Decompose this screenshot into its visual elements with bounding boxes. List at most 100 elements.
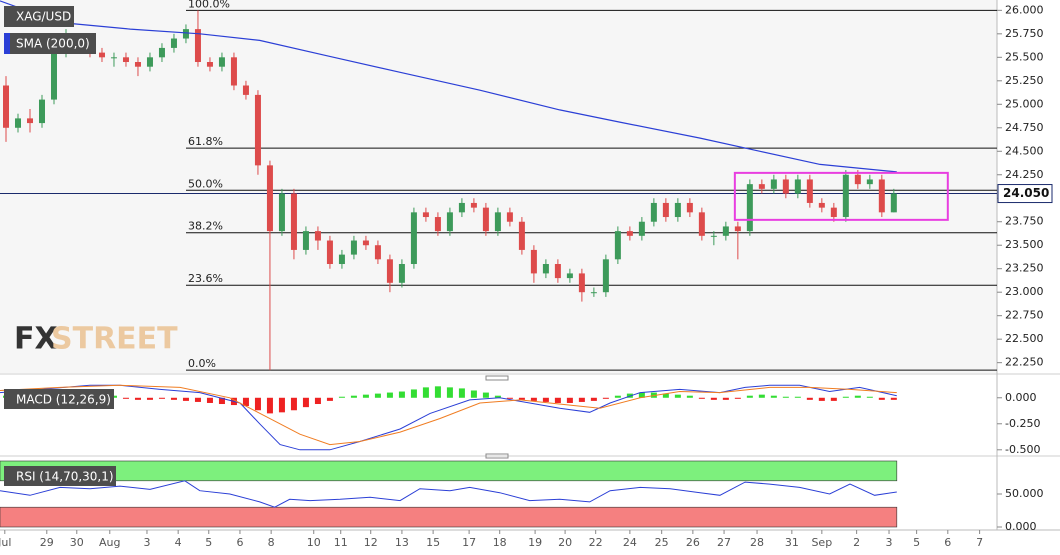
x-tick-label: 6 bbox=[944, 536, 951, 549]
x-tick-label: 29 bbox=[40, 536, 54, 549]
y-tick-label: 25.000 bbox=[1005, 97, 1044, 110]
candle-body bbox=[566, 273, 573, 279]
candle-body bbox=[158, 47, 165, 58]
candle-body bbox=[470, 202, 477, 208]
x-tick-label: 8 bbox=[268, 536, 275, 549]
candle-body bbox=[98, 52, 105, 58]
x-tick-label: 22 bbox=[589, 536, 603, 549]
x-tick-label: 18 bbox=[493, 536, 507, 549]
candle-body bbox=[302, 231, 309, 250]
x-tick-label: 20 bbox=[558, 536, 572, 549]
candle-body bbox=[686, 202, 693, 213]
candle-body bbox=[134, 62, 141, 67]
macd-histogram-bar bbox=[878, 397, 885, 400]
fib-label: 100.0% bbox=[188, 0, 230, 10]
y-tick-label: 25.250 bbox=[1005, 74, 1044, 87]
macd-histogram-bar bbox=[782, 396, 789, 398]
candle-body bbox=[650, 202, 657, 222]
macd-histogram-bar bbox=[578, 397, 585, 402]
macd-histogram-bar bbox=[554, 397, 561, 403]
macd-histogram-bar bbox=[266, 397, 273, 414]
candle-body bbox=[734, 226, 741, 232]
macd-histogram-bar bbox=[698, 397, 705, 399]
macd-histogram-bar bbox=[434, 386, 441, 398]
macd-histogram-bar bbox=[674, 394, 681, 398]
x-tick-label: 4 bbox=[175, 536, 182, 549]
candle-body bbox=[386, 259, 393, 283]
rsi-tag-bg bbox=[4, 466, 116, 486]
macd-histogram-bar bbox=[254, 397, 261, 411]
candle-body bbox=[146, 57, 153, 67]
candle-body bbox=[446, 212, 453, 232]
x-tick-label: 12 bbox=[364, 536, 378, 549]
sma-swatch bbox=[4, 33, 10, 54]
x-tick-label: 3 bbox=[886, 536, 893, 549]
candle-body bbox=[482, 207, 489, 232]
macd-histogram-bar bbox=[758, 394, 765, 398]
macd-histogram-bar bbox=[770, 395, 777, 398]
candle-body bbox=[218, 57, 225, 67]
macd-histogram-bar bbox=[146, 397, 153, 400]
macd-histogram-bar bbox=[278, 397, 285, 413]
x-tick-label: 26 bbox=[686, 536, 700, 549]
fib-label: 0.0% bbox=[188, 357, 216, 370]
macd-histogram-bar bbox=[866, 396, 873, 398]
panel-grip[interactable] bbox=[485, 375, 509, 381]
candle-body bbox=[518, 221, 525, 250]
candle-body bbox=[758, 184, 765, 189]
x-tick-label: 3 bbox=[143, 536, 150, 549]
macd-histogram-bar bbox=[134, 397, 141, 400]
candle-body bbox=[434, 217, 441, 232]
y-tick-label: -0.500 bbox=[1005, 443, 1040, 456]
highlight-box bbox=[733, 171, 949, 221]
macd-histogram-bar bbox=[530, 397, 537, 401]
x-tick-label: 2 bbox=[853, 536, 860, 549]
x-tick-label: 30 bbox=[70, 536, 84, 549]
fib-label: 38.2% bbox=[188, 220, 223, 233]
macd-histogram-bar bbox=[386, 392, 393, 398]
macd-histogram-bar bbox=[518, 397, 525, 400]
candle-body bbox=[194, 29, 201, 63]
x-tick-label: 28 bbox=[750, 536, 764, 549]
candle-body bbox=[2, 85, 9, 128]
macd-histogram-bar bbox=[710, 397, 717, 400]
candle-body bbox=[554, 264, 561, 279]
macd-histogram-bar bbox=[794, 396, 801, 398]
macd-histogram-bar bbox=[890, 397, 897, 400]
candle-body bbox=[206, 62, 213, 67]
candle-body bbox=[290, 193, 297, 250]
x-tick-label: Jul bbox=[0, 536, 11, 549]
macd-histogram-bar bbox=[362, 394, 369, 398]
macd-histogram-bar bbox=[374, 393, 381, 398]
x-tick-label: 17 bbox=[462, 536, 476, 549]
macd-histogram-bar bbox=[422, 387, 429, 398]
x-tick-label: 6 bbox=[236, 536, 243, 549]
macd-histogram-bar bbox=[302, 397, 309, 408]
y-tick-label: 22.750 bbox=[1005, 309, 1044, 322]
y-tick-label: 23.750 bbox=[1005, 215, 1044, 228]
macd-histogram-bar bbox=[314, 397, 321, 405]
macd-histogram-bar bbox=[122, 397, 129, 399]
candle-body bbox=[422, 212, 429, 218]
macd-histogram-bar bbox=[242, 397, 249, 407]
macd-histogram-bar bbox=[590, 397, 597, 401]
macd-histogram-bar bbox=[458, 388, 465, 398]
x-tick-label: Aug bbox=[99, 536, 120, 549]
macd-histogram-bar bbox=[566, 397, 573, 403]
macd-line bbox=[0, 384, 897, 451]
macd-histogram-bar bbox=[506, 397, 513, 399]
y-tick-label: 23.250 bbox=[1005, 262, 1044, 275]
candle-body bbox=[182, 29, 189, 39]
macd-histogram-bar bbox=[854, 395, 861, 398]
symbol-label: XAG/USD bbox=[16, 10, 71, 24]
x-tick-label: 15 bbox=[426, 536, 440, 549]
fib-label: 23.6% bbox=[188, 272, 223, 285]
candle-body bbox=[626, 231, 633, 236]
macd-histogram-bar bbox=[398, 391, 405, 398]
macd-histogram-bar bbox=[614, 395, 621, 398]
panel-grip[interactable] bbox=[485, 453, 509, 459]
candle-body bbox=[590, 292, 597, 294]
y-tick-label: 23.000 bbox=[1005, 285, 1044, 298]
candle-body bbox=[818, 202, 825, 208]
